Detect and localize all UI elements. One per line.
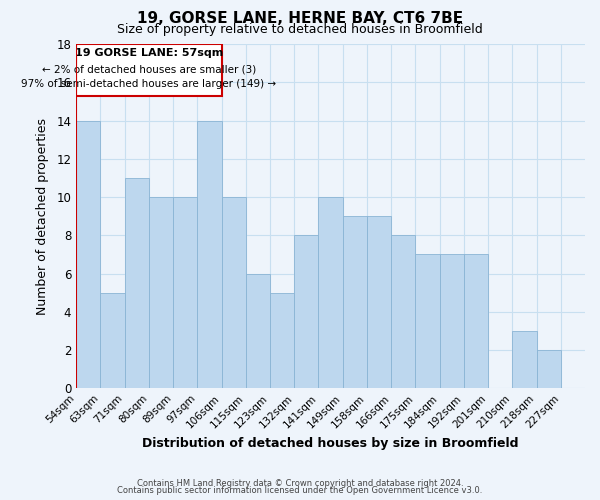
Bar	[294, 236, 319, 388]
Text: ← 2% of detached houses are smaller (3): ← 2% of detached houses are smaller (3)	[42, 64, 256, 74]
Y-axis label: Number of detached properties: Number of detached properties	[37, 118, 49, 314]
Bar	[173, 197, 197, 388]
Bar	[319, 197, 343, 388]
Bar	[100, 292, 125, 388]
Bar	[343, 216, 367, 388]
Bar	[415, 254, 440, 388]
Bar	[536, 350, 561, 389]
X-axis label: Distribution of detached houses by size in Broomfield: Distribution of detached houses by size …	[142, 437, 519, 450]
Text: 19 GORSE LANE: 57sqm: 19 GORSE LANE: 57sqm	[75, 48, 223, 58]
Bar	[270, 292, 294, 388]
Bar	[246, 274, 270, 388]
Text: Contains HM Land Registry data © Crown copyright and database right 2024.: Contains HM Land Registry data © Crown c…	[137, 478, 463, 488]
Bar	[76, 120, 100, 388]
Bar	[464, 254, 488, 388]
Text: Contains public sector information licensed under the Open Government Licence v3: Contains public sector information licen…	[118, 486, 482, 495]
Bar	[197, 120, 221, 388]
Bar	[76, 44, 221, 96]
Bar	[149, 197, 173, 388]
Text: 19, GORSE LANE, HERNE BAY, CT6 7BE: 19, GORSE LANE, HERNE BAY, CT6 7BE	[137, 11, 463, 26]
Bar	[125, 178, 149, 388]
Text: 97% of semi-detached houses are larger (149) →: 97% of semi-detached houses are larger (…	[21, 80, 277, 90]
Bar	[440, 254, 464, 388]
Bar	[512, 331, 536, 388]
Text: Size of property relative to detached houses in Broomfield: Size of property relative to detached ho…	[117, 22, 483, 36]
Bar	[221, 197, 246, 388]
Bar	[391, 236, 415, 388]
Bar	[367, 216, 391, 388]
